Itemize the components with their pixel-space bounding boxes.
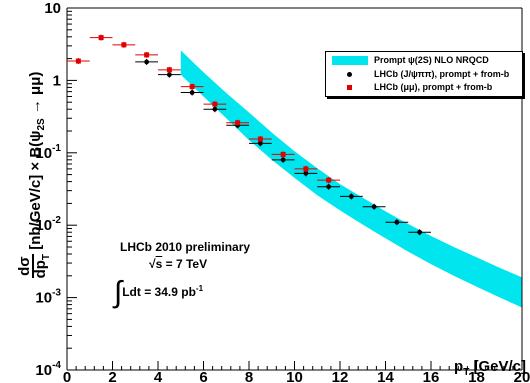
data-point-circle bbox=[394, 219, 400, 225]
x-axis-label: pT [GeV/c] bbox=[454, 358, 526, 378]
legend-entry-mumu: LHCb (μμ), prompt + from-b bbox=[326, 81, 522, 94]
y-axis-label-fraction: dσ dpT bbox=[16, 253, 54, 279]
legend-band-swatch bbox=[332, 56, 368, 65]
legend-entry-jpsipipi: LHCb (J/ψππ), prompt + from-b bbox=[326, 68, 522, 81]
x-tick-label: 20 bbox=[514, 369, 530, 383]
data-point-square bbox=[257, 136, 263, 142]
x-tick-label: 14 bbox=[377, 369, 394, 383]
data-point-square bbox=[98, 35, 104, 41]
legend-entry-band: Prompt ψ(2S) NLO NRQCD bbox=[326, 54, 522, 67]
y-tick-label: 1 bbox=[53, 72, 61, 89]
data-point-square bbox=[166, 67, 172, 73]
y-label-rest: [nb/GeV/c] × B(ψ bbox=[26, 130, 44, 254]
data-point-square bbox=[144, 52, 150, 58]
theory-band-layer bbox=[180, 50, 523, 308]
data-point-circle bbox=[417, 229, 423, 235]
data-point-square bbox=[121, 42, 127, 48]
y-label-psi-sub: 2S bbox=[35, 118, 47, 131]
data-point-square bbox=[326, 177, 332, 183]
data-point-circle bbox=[257, 140, 263, 146]
y-tick-label: 10-3 bbox=[35, 288, 61, 307]
data-point-circle bbox=[348, 193, 354, 199]
data-point-circle bbox=[371, 204, 377, 210]
x-tick-label: 8 bbox=[245, 369, 253, 383]
legend-circle-marker bbox=[347, 72, 352, 77]
y-tick-label: 10-1 bbox=[35, 143, 61, 162]
x-tick-label: 4 bbox=[154, 369, 163, 383]
x-tick-label: 16 bbox=[423, 369, 440, 383]
y-tick-label: 10-4 bbox=[35, 360, 61, 379]
data-point-circle bbox=[189, 90, 195, 95]
annotation-experiment: LHCb 2010 preliminary bbox=[120, 240, 251, 254]
legend: Prompt ψ(2S) NLO NRQCD LHCb (J/ψππ), pro… bbox=[325, 51, 523, 97]
legend-square-marker bbox=[347, 85, 352, 90]
y-label-denominator: dpT bbox=[32, 253, 52, 279]
y-label-end: → μμ) bbox=[26, 71, 44, 119]
data-point-circle bbox=[280, 157, 286, 163]
data-point-square bbox=[280, 151, 286, 157]
data-point-circle bbox=[166, 72, 172, 78]
theory-band bbox=[180, 50, 523, 308]
x-tick-label: 2 bbox=[108, 369, 116, 383]
data-point-circle bbox=[144, 59, 150, 65]
data-point-circle bbox=[303, 170, 309, 176]
data-point-square bbox=[212, 101, 218, 107]
annotation-luminosity: ∫Ldt = 34.9 pb-1 bbox=[114, 276, 204, 309]
data-point-circle bbox=[212, 106, 218, 112]
x-tick-label: 6 bbox=[199, 369, 207, 383]
x-tick-label: 0 bbox=[63, 369, 71, 383]
data-point-square bbox=[235, 120, 241, 126]
annotation-energy: √s = 7 TeV bbox=[149, 257, 208, 271]
y-tick-label: 10 bbox=[44, 0, 61, 17]
data-point-square bbox=[189, 84, 195, 90]
data-point-square bbox=[75, 58, 81, 64]
x-tick-label: 10 bbox=[286, 369, 303, 383]
data-point-circle bbox=[326, 184, 332, 190]
x-tick-label: 18 bbox=[468, 369, 485, 383]
axis-ticks: 0 2 4 6 8 10 12 14 16 18 20 10 1 10-1 10-2 10-3 10-4 bbox=[35, 0, 530, 383]
y-axis-label: dσ dpT [nb/GeV/c] × B(ψ2S → μμ) bbox=[16, 30, 52, 320]
data-points-layer bbox=[67, 34, 431, 236]
data-point-square bbox=[303, 166, 309, 172]
x-tick-label: 12 bbox=[332, 369, 349, 383]
y-tick-label: 10-2 bbox=[35, 215, 61, 234]
